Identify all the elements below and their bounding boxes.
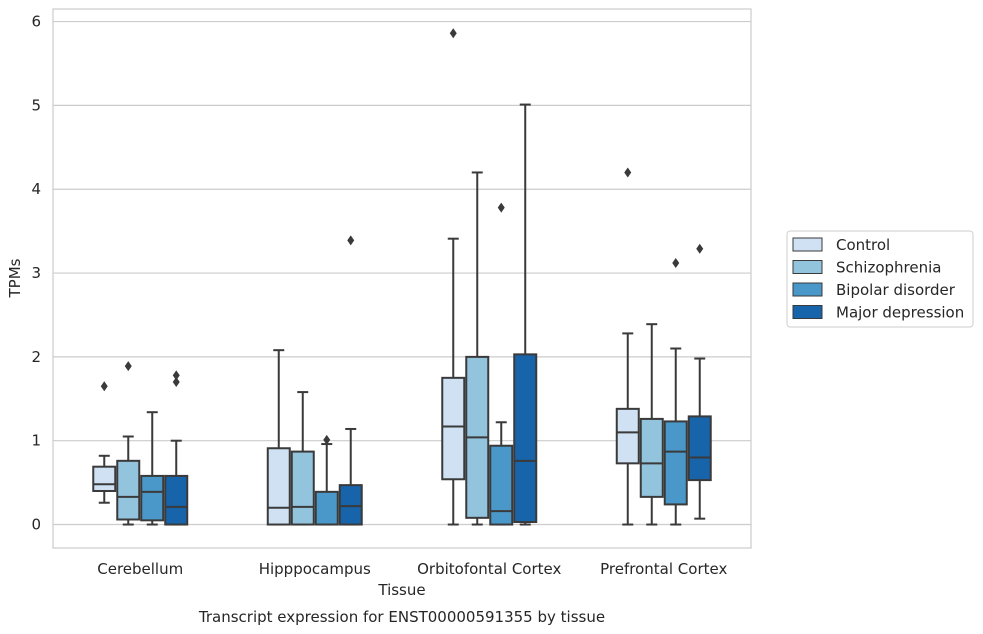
legend-label: Control: [836, 236, 890, 254]
outlier-point: [696, 243, 704, 254]
outlier-point: [323, 434, 331, 445]
box-iqr: [290, 450, 315, 526]
y-tick-label: 1: [31, 432, 41, 450]
box-iqr: [266, 447, 291, 526]
y-tick-label: 6: [31, 13, 41, 31]
box-group: [465, 171, 490, 526]
box-group: [639, 323, 664, 526]
outlier-point: [100, 381, 108, 392]
box-group: [441, 28, 466, 526]
box-iqr: [615, 407, 640, 465]
x-tick-label: Prefrontal Cortex: [600, 560, 727, 578]
figure-caption: Transcript expression for ENST0000059135…: [198, 608, 605, 626]
box-group: [116, 361, 141, 526]
x-tick-label: Orbitofontal Cortex: [417, 560, 561, 578]
box-iqr: [663, 420, 688, 506]
outlier-point: [672, 257, 680, 268]
box-iqr: [92, 465, 117, 492]
box-iqr: [489, 444, 514, 526]
box-iqr: [639, 417, 664, 498]
box-group: [338, 235, 363, 526]
outlier-point: [124, 361, 132, 372]
outlier-point: [624, 167, 632, 178]
box-group: [489, 202, 514, 526]
y-axis-label: TPMs: [6, 258, 24, 298]
x-axis-ticks: Cerebellum Hipppocampus Orbitofontal Corte…: [97, 560, 727, 578]
box-iqr: [116, 459, 141, 521]
box-group: [140, 411, 165, 526]
outlier-point: [449, 28, 457, 39]
legend-label: Schizophrenia: [836, 259, 941, 277]
legend-swatch: [792, 305, 823, 319]
box-iqr: [513, 353, 538, 524]
box-iqr: [338, 484, 363, 526]
box-iqr: [687, 415, 712, 482]
outlier-point: [172, 377, 180, 388]
legend-label: Major depression: [836, 304, 964, 322]
box-group: [615, 167, 640, 526]
y-tick-label: 2: [31, 348, 41, 366]
y-tick-label: 3: [31, 264, 41, 282]
y-tick-label: 4: [31, 180, 41, 198]
x-axis-label: Tissue: [377, 581, 425, 599]
x-tick-label: Hipppocampus: [259, 560, 371, 578]
legend-swatch: [792, 260, 823, 274]
box-group: [266, 349, 291, 526]
legend-label: Bipolar disorder: [836, 281, 956, 299]
y-tick-label: 5: [31, 96, 41, 114]
plot-frame: [52, 8, 752, 549]
box-group: [290, 391, 315, 526]
x-tick-label: Cerebellum: [97, 560, 183, 578]
box-group: [314, 434, 339, 526]
legend-frame: [786, 230, 974, 328]
legend-swatch: [792, 282, 823, 297]
box-group: [92, 381, 117, 504]
outlier-point: [347, 235, 355, 246]
box-iqr: [164, 474, 189, 526]
box-iqr: [314, 490, 339, 526]
legend: Control Schizophrenia Bipolar disorder Majo…: [786, 230, 974, 328]
box-iqr: [441, 376, 466, 481]
outlier-point: [172, 370, 180, 381]
y-axis-ticks: 0 1 2 3 4 5 6: [31, 13, 41, 534]
y-tick-label: 0: [31, 516, 41, 534]
box-group: [663, 257, 688, 526]
box-group: [513, 103, 538, 526]
box-groups: [92, 28, 712, 526]
legend-swatch: [792, 237, 823, 252]
grid-lines: [53, 20, 751, 526]
box-group: [164, 370, 189, 526]
box-group: [687, 243, 712, 520]
box-iqr: [140, 474, 165, 522]
outlier-point: [497, 202, 505, 213]
